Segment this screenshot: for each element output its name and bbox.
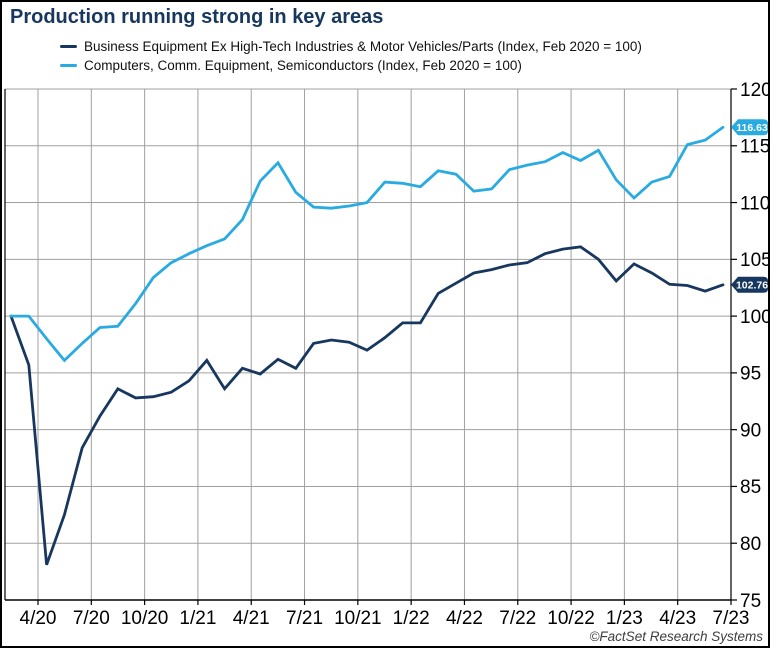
x-axis-label: 10/22 — [547, 608, 595, 629]
x-axis-label: 4/23 — [659, 608, 696, 629]
legend-swatch-blue — [60, 64, 77, 67]
x-axis-label: 10/21 — [334, 608, 382, 629]
x-axis-label: 7/20 — [73, 608, 110, 629]
x-axis-label: 7/22 — [499, 608, 536, 629]
legend-item-computers-semis: Computers, Comm. Equipment, Semiconducto… — [60, 56, 642, 75]
x-axis-label: 4/21 — [233, 608, 270, 629]
x-axis-label: 7/21 — [286, 608, 323, 629]
y-axis-label: 115 — [740, 137, 768, 158]
y-axis-label: 105 — [740, 250, 768, 271]
legend: Business Equipment Ex High-Tech Industri… — [60, 37, 642, 75]
x-axis-label: 4/22 — [446, 608, 483, 629]
legend-label: Computers, Comm. Equipment, Semiconducto… — [84, 58, 522, 73]
series-line-computers-semis — [9, 125, 725, 363]
x-axis-label: 1/22 — [393, 608, 430, 629]
x-axis-label: 1/21 — [179, 608, 216, 629]
end-value-label: 116.63 — [736, 122, 768, 134]
y-axis-label: 75 — [740, 591, 761, 612]
y-axis-label: 80 — [740, 534, 761, 555]
y-axis-label: 85 — [740, 477, 761, 498]
y-axis-label: 110 — [740, 193, 768, 214]
end-value-badge — [731, 276, 768, 293]
end-value-label: 102.76 — [736, 280, 768, 292]
series-line-business-equipment — [9, 245, 725, 566]
y-axis-label: 95 — [740, 364, 761, 385]
y-axis-label: 120 — [740, 80, 768, 101]
legend-item-business-equipment: Business Equipment Ex High-Tech Industri… — [60, 37, 642, 56]
y-axis-label: 100 — [740, 307, 768, 328]
x-axis-label: 4/20 — [20, 608, 57, 629]
chart-title: Production running strong in key areas — [10, 6, 384, 28]
x-axis-label: 7/23 — [713, 608, 750, 629]
end-value-badge — [731, 119, 768, 136]
y-axis-label: 90 — [740, 420, 761, 441]
legend-label: Business Equipment Ex High-Tech Industri… — [84, 39, 642, 54]
x-axis-label: 1/23 — [606, 608, 643, 629]
legend-swatch-navy — [60, 45, 77, 48]
x-axis-label: 10/20 — [121, 608, 169, 629]
source-credit: ©FactSet Research Systems — [589, 629, 763, 644]
